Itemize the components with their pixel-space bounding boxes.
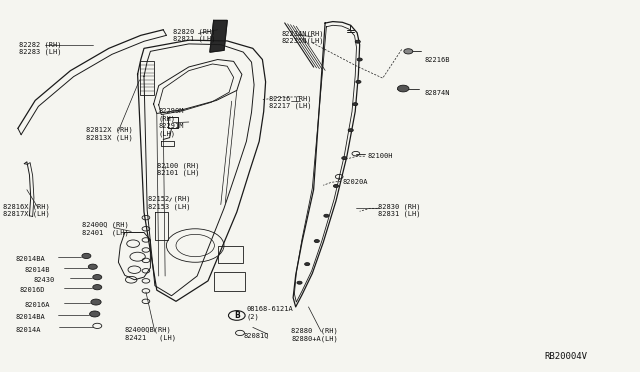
Text: 82880  (RH)
82880+A(LH): 82880 (RH) 82880+A(LH) — [291, 328, 338, 342]
Circle shape — [297, 281, 302, 284]
Circle shape — [355, 40, 360, 43]
Circle shape — [305, 263, 310, 266]
Text: 82014A: 82014A — [16, 327, 42, 333]
Circle shape — [91, 299, 101, 305]
Text: 82081Q: 82081Q — [243, 333, 269, 339]
Circle shape — [356, 80, 361, 83]
Circle shape — [324, 214, 329, 217]
Circle shape — [397, 85, 409, 92]
Text: 82016D: 82016D — [19, 287, 45, 293]
Text: 82100 (RH)
82101 (LH): 82100 (RH) 82101 (LH) — [157, 162, 199, 176]
Text: 82282 (RH)
82283 (LH): 82282 (RH) 82283 (LH) — [19, 41, 61, 55]
Text: 82812X (RH)
82813X (LH): 82812X (RH) 82813X (LH) — [86, 127, 133, 141]
Circle shape — [93, 285, 102, 290]
Circle shape — [342, 157, 347, 160]
Text: 82216B: 82216B — [424, 57, 450, 62]
Bar — [140, 61, 154, 95]
Text: 82400QB(RH)
82421   (LH): 82400QB(RH) 82421 (LH) — [125, 327, 176, 341]
Circle shape — [348, 129, 353, 132]
Text: 82234N(RH)
82235N(LH): 82234N(RH) 82235N(LH) — [282, 30, 324, 44]
Text: 82430: 82430 — [33, 277, 54, 283]
Text: 82016A: 82016A — [24, 302, 50, 308]
Text: 82820 (RH)
82821 (LH): 82820 (RH) 82821 (LH) — [173, 28, 215, 42]
Text: 82400Q (RH)
82401  (LH): 82400Q (RH) 82401 (LH) — [82, 222, 129, 236]
Circle shape — [90, 311, 100, 317]
Text: 82014BA: 82014BA — [16, 256, 45, 262]
Polygon shape — [210, 20, 227, 52]
Text: 08168-6121A
(2): 08168-6121A (2) — [246, 307, 293, 320]
Text: 82020A: 82020A — [342, 179, 368, 185]
Text: 82100H: 82100H — [368, 153, 394, 159]
Text: 82874N: 82874N — [424, 90, 450, 96]
Circle shape — [353, 103, 358, 106]
Circle shape — [404, 49, 413, 54]
Text: 82830 (RH)
82831 (LH): 82830 (RH) 82831 (LH) — [378, 203, 420, 217]
Circle shape — [88, 264, 97, 269]
Text: 82216 (RH)
82217 (LH): 82216 (RH) 82217 (LH) — [269, 95, 311, 109]
Bar — [218, 246, 243, 263]
Bar — [214, 272, 245, 291]
Text: 82014BA: 82014BA — [16, 314, 45, 320]
Text: 82014B: 82014B — [24, 267, 50, 273]
Text: 82152 (RH)
82153 (LH): 82152 (RH) 82153 (LH) — [148, 196, 191, 210]
Circle shape — [314, 240, 319, 243]
Circle shape — [333, 185, 339, 187]
Circle shape — [82, 253, 91, 259]
Text: 82290M
(RH)
82291M
(LH): 82290M (RH) 82291M (LH) — [159, 108, 184, 137]
Text: 82816X (RH)
82817X (LH): 82816X (RH) 82817X (LH) — [3, 203, 50, 217]
Text: RB20004V: RB20004V — [544, 352, 587, 361]
Text: B: B — [234, 311, 239, 320]
Circle shape — [93, 275, 102, 280]
Circle shape — [357, 58, 362, 61]
